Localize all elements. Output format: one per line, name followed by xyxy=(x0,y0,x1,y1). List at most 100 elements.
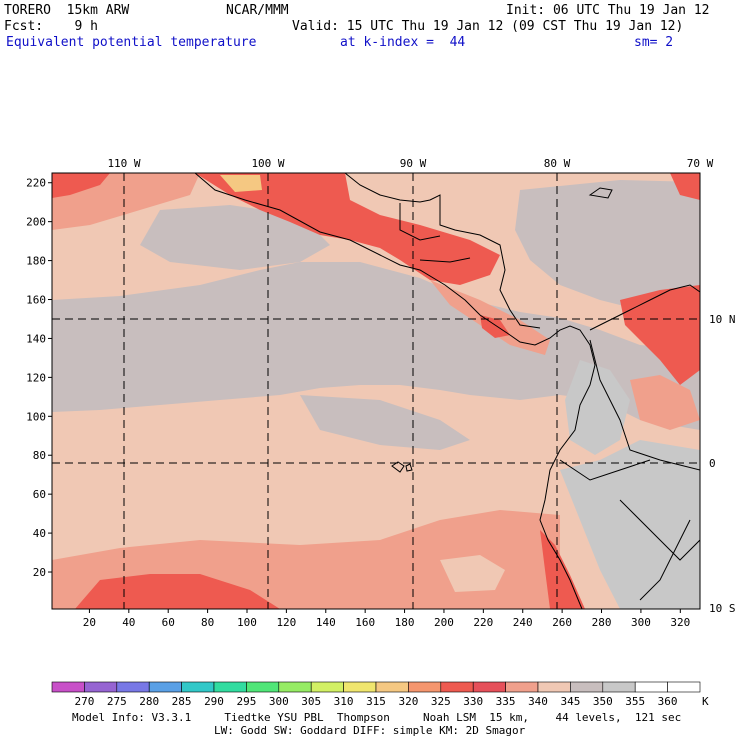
lon-label-110w: 110 W xyxy=(107,157,140,170)
lat-lon-grid xyxy=(52,173,700,609)
x-tick-label: 40 xyxy=(122,616,135,629)
lon-label-100w: 100 W xyxy=(251,157,284,170)
country-border-4 xyxy=(559,459,651,481)
colorbar-label: 325 xyxy=(431,695,451,708)
galapagos-island-2 xyxy=(405,463,413,472)
organization-label: NCAR/MMM xyxy=(226,3,289,18)
field-name: Equivalent potential temperature xyxy=(6,35,257,50)
colorbar-swatch xyxy=(278,681,312,693)
country-border-2 xyxy=(419,257,471,263)
colorbar-label: 300 xyxy=(269,695,289,708)
latitude-labels: 10 N 0 10 S xyxy=(709,313,736,615)
x-tick-label: 200 xyxy=(434,616,454,629)
colorbar-swatch xyxy=(148,681,182,693)
plot-frame xyxy=(51,172,701,610)
field-band-345-north xyxy=(52,262,700,430)
colorbar-swatch xyxy=(537,681,571,693)
lat-label-10n: 10 N xyxy=(709,313,736,326)
colorbar-swatch xyxy=(408,681,442,693)
field-band-350-andes xyxy=(565,360,630,455)
y-tick-label: 160 xyxy=(26,294,46,307)
colorbar-swatch xyxy=(667,681,701,693)
colorbar-swatch xyxy=(116,681,150,693)
colorbar-swatch xyxy=(84,681,118,693)
valid-time: Valid: 15 UTC Thu 19 Jan 12 (09 CST Thu … xyxy=(292,19,684,34)
x-tick-label: 120 xyxy=(276,616,296,629)
south-america-coastline xyxy=(589,284,700,331)
field-band-345-east xyxy=(515,180,700,310)
x-tick-label: 220 xyxy=(473,616,493,629)
y-tick-label: 100 xyxy=(26,410,46,423)
x-tick-label: 80 xyxy=(201,616,214,629)
colorbar-label: 360 xyxy=(658,695,678,708)
colorbar-swatch xyxy=(310,681,344,693)
model-title: TORERO 15km ARW xyxy=(4,3,130,18)
colorbar-label: 290 xyxy=(204,695,224,708)
country-border-5 xyxy=(619,499,700,561)
field-band-350-south-america xyxy=(560,440,700,609)
colorbar-swatch xyxy=(181,681,215,693)
colorbar-swatch xyxy=(505,681,539,693)
field-band-335-mexico xyxy=(195,173,500,285)
lat-label-10s: 10 S xyxy=(709,602,736,615)
colorbar-label: 350 xyxy=(593,695,613,708)
y-axis-ticks: 220 200 180 160 140 120 100 80 60 40 20 xyxy=(26,177,52,579)
lon-label-90w: 90 W xyxy=(400,157,427,170)
x-tick-label: 300 xyxy=(631,616,651,629)
colorbar-unit: K xyxy=(702,695,709,708)
colorbar-label: 335 xyxy=(496,695,516,708)
x-tick-label: 320 xyxy=(670,616,690,629)
colorbar-label: 315 xyxy=(366,695,386,708)
colorbar-label: 345 xyxy=(560,695,580,708)
y-tick-label: 140 xyxy=(26,332,46,345)
colorbar-swatch xyxy=(602,681,636,693)
temperature-field xyxy=(52,173,700,609)
colorbar-swatch xyxy=(570,681,604,693)
colorbar-swatch xyxy=(343,681,377,693)
field-band-335-costa-rica xyxy=(480,315,510,338)
y-tick-label: 20 xyxy=(33,566,46,579)
model-info-line-2: LW: Godd SW: Goddard DIFF: simple KM: 2D… xyxy=(214,724,526,737)
lon-label-80w: 80 W xyxy=(544,157,571,170)
colorbar-swatch xyxy=(213,681,247,693)
field-band-345-pocket xyxy=(440,555,505,592)
colorbar-label: 285 xyxy=(172,695,192,708)
x-axis-ticks: 20 40 60 80 100 120 140 160 180 200 220 240 260 280 30… xyxy=(83,609,690,629)
y-tick-label: 60 xyxy=(33,488,46,501)
init-time: Init: 06 UTC Thu 19 Jan 12 xyxy=(506,3,710,18)
field-band-345-west xyxy=(140,205,330,270)
lat-label-0: 0 xyxy=(709,457,716,470)
colorbar-label: 275 xyxy=(107,695,127,708)
x-tick-label: 160 xyxy=(355,616,375,629)
mexico-coastline xyxy=(194,173,596,609)
colorbar-swatch xyxy=(440,681,474,693)
colorbar-label: 305 xyxy=(301,695,321,708)
field-band-335-caribbean xyxy=(620,285,700,385)
field-band-320-mexico xyxy=(220,175,262,192)
y-tick-label: 180 xyxy=(26,255,46,268)
country-border-3 xyxy=(589,339,700,471)
y-tick-label: 80 xyxy=(33,449,46,462)
colorbar-label: 280 xyxy=(139,695,159,708)
x-tick-label: 20 xyxy=(83,616,96,629)
x-tick-label: 140 xyxy=(316,616,336,629)
x-tick-label: 180 xyxy=(395,616,415,629)
model-info-line-1: Model Info: V3.3.1 Tiedtke YSU PBL Thomp… xyxy=(72,711,682,724)
level-info: at k-index = 44 xyxy=(340,35,466,50)
x-tick-label: 60 xyxy=(162,616,175,629)
field-band-340-colombia xyxy=(630,375,700,430)
x-tick-label: 260 xyxy=(552,616,572,629)
coastlines xyxy=(194,173,700,609)
x-tick-label: 240 xyxy=(513,616,533,629)
lon-label-70w: 70 W xyxy=(687,157,714,170)
field-band-345-center xyxy=(300,395,470,450)
smoothing-info: sm= 2 xyxy=(634,35,674,50)
forecast-hour: Fcst: 9 h xyxy=(4,19,98,34)
country-border-6 xyxy=(639,519,691,601)
colorbar-label: 295 xyxy=(236,695,256,708)
colorbar-label: 330 xyxy=(463,695,483,708)
field-band-335-south xyxy=(75,574,280,609)
field-band-335-northeast xyxy=(670,173,700,200)
colorbar-label: 270 xyxy=(74,695,94,708)
